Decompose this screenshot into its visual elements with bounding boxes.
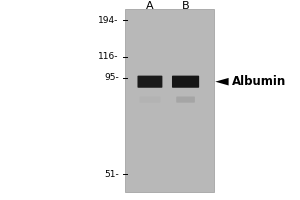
Bar [125,9,214,192]
Text: Albumin: Albumin [232,75,286,88]
FancyBboxPatch shape [172,76,199,88]
Text: 51-: 51- [104,170,119,179]
FancyBboxPatch shape [176,96,195,103]
Text: 194-: 194- [98,16,119,25]
Text: B: B [182,1,189,11]
FancyBboxPatch shape [140,96,160,103]
Text: A: A [146,1,154,11]
Text: 95-: 95- [104,73,119,82]
Polygon shape [215,78,229,85]
FancyBboxPatch shape [137,76,162,88]
Text: 116-: 116- [98,52,119,61]
